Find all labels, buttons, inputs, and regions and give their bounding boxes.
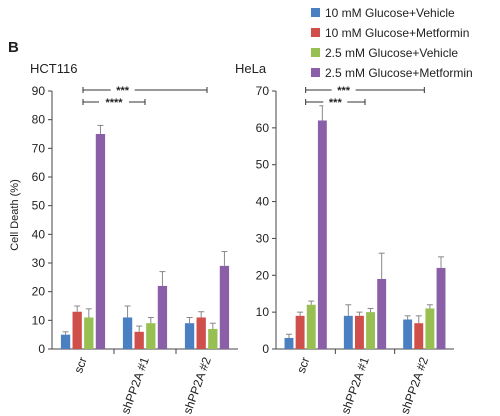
bar [184,323,195,349]
significance-label-bg [323,96,348,108]
x-tick-label: shPP2A #2 [398,355,432,416]
bar [208,328,218,349]
y-tick-label: 40 [256,195,270,209]
bar [306,304,316,349]
significance-label: *** [329,97,343,109]
chart-title: HeLa [235,61,267,76]
legend-swatch [311,48,320,57]
significance-label: **** [105,97,123,109]
y-tick-label: 20 [256,268,270,282]
legend-label: 10 mM Glucose+Metformin [325,26,469,40]
y-tick-label: 30 [32,256,46,270]
y-axis-label: Cell Death (%) [9,179,21,251]
significance-label: *** [337,85,351,97]
bar [84,317,94,349]
x-tick-label: shPP2A #2 [180,355,214,416]
y-tick-label: 0 [38,342,45,356]
significance-label: *** [116,85,130,97]
bar [403,319,413,349]
y-tick-label: 30 [256,231,270,245]
significance-label-bg [331,84,356,96]
bar [196,317,206,349]
y-tick-label: 10 [32,313,46,327]
x-tick-label: scr [294,355,313,375]
y-tick-label: 50 [32,199,46,213]
x-tick-label: scr [71,355,90,375]
chart-hela: HeLa 0 10 20 30 40 50 60 70 scr shPP2A #1 shPP2A #2… [235,61,454,416]
chart-hct116: HCT116 0 10 20 30 40 50 60 70 80 90 scr shPP2A #1 shP… [30,61,238,416]
legend-swatch [311,8,320,17]
y-tick-label: 80 [32,113,46,127]
significance-label-bg [99,96,129,108]
bar [72,311,82,349]
legend-label: 2.5 mM Glucose+Metformin [325,66,473,80]
bar [414,323,424,349]
y-tick-label: 50 [256,158,270,172]
x-tick-label: shPP2A #1 [338,355,372,416]
bar [219,265,230,349]
bar [157,285,168,349]
legend-swatch [311,68,320,77]
bar [343,315,353,349]
legend-label: 2.5 mM Glucose+Vehicle [325,46,458,60]
x-tick-label: shPP2A #1 [118,355,152,416]
y-tick-label: 40 [32,227,46,241]
panel-label: B [8,39,19,56]
y-tick-label: 70 [256,84,270,98]
bar [146,323,156,349]
y-tick-label: 60 [32,170,46,184]
bar [295,315,305,349]
bar [366,312,376,349]
bar [425,308,435,349]
bar [284,337,294,349]
significance-label-bg [110,84,135,96]
y-tick-label: 70 [32,141,46,155]
bar [436,267,446,349]
y-tick-label: 10 [256,305,270,319]
y-tick-label: 0 [262,342,269,356]
bar [354,315,364,349]
bar [122,317,133,349]
bar [95,134,106,349]
y-tick-label: 20 [32,285,46,299]
legend: 10 mM Glucose+Vehicle 10 mM Glucose+Metfo… [311,6,473,80]
y-tick-label: 90 [32,84,46,98]
bar [317,120,327,349]
bar [134,331,144,349]
legend-label: 10 mM Glucose+Vehicle [325,6,455,20]
legend-swatch [311,28,320,37]
chart-title: HCT116 [30,61,77,76]
y-tick-label: 60 [256,121,270,135]
bar [377,278,387,349]
bar [60,334,71,349]
